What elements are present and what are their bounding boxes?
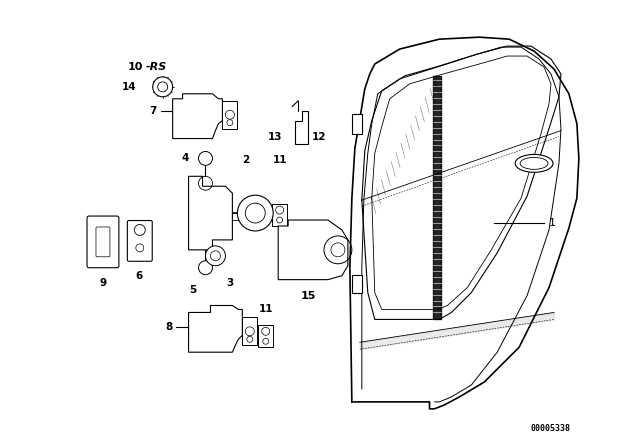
Text: 1: 1: [549, 218, 556, 228]
Text: 5: 5: [189, 284, 196, 295]
Bar: [223, 101, 237, 129]
Text: -RS: -RS: [146, 62, 167, 72]
Polygon shape: [189, 306, 243, 352]
Circle shape: [237, 195, 273, 231]
Text: 10: 10: [127, 62, 143, 72]
Bar: [259, 325, 273, 347]
FancyBboxPatch shape: [87, 216, 119, 268]
Bar: [243, 318, 257, 345]
Circle shape: [153, 77, 173, 97]
Text: 4: 4: [181, 153, 189, 164]
Polygon shape: [189, 177, 232, 250]
Circle shape: [198, 151, 212, 165]
Circle shape: [198, 261, 212, 275]
Polygon shape: [173, 94, 223, 138]
Text: 7: 7: [149, 106, 156, 116]
Text: 3: 3: [227, 278, 234, 288]
FancyBboxPatch shape: [127, 220, 152, 261]
Text: 11: 11: [273, 155, 287, 165]
Bar: [352, 114, 362, 134]
Text: 8: 8: [165, 323, 173, 332]
Text: 6: 6: [135, 271, 143, 281]
Text: 11: 11: [259, 305, 273, 314]
Text: 15: 15: [300, 291, 316, 301]
Text: 12: 12: [312, 132, 326, 142]
Ellipse shape: [515, 155, 553, 172]
Text: 2: 2: [242, 155, 249, 165]
Text: 00005338: 00005338: [531, 424, 571, 433]
Bar: [272, 204, 287, 226]
Text: 9: 9: [99, 278, 106, 288]
Circle shape: [205, 246, 225, 266]
Text: 13: 13: [268, 132, 282, 142]
Text: 14: 14: [122, 82, 136, 92]
Polygon shape: [295, 111, 308, 143]
Polygon shape: [278, 220, 348, 280]
Bar: [352, 275, 362, 293]
